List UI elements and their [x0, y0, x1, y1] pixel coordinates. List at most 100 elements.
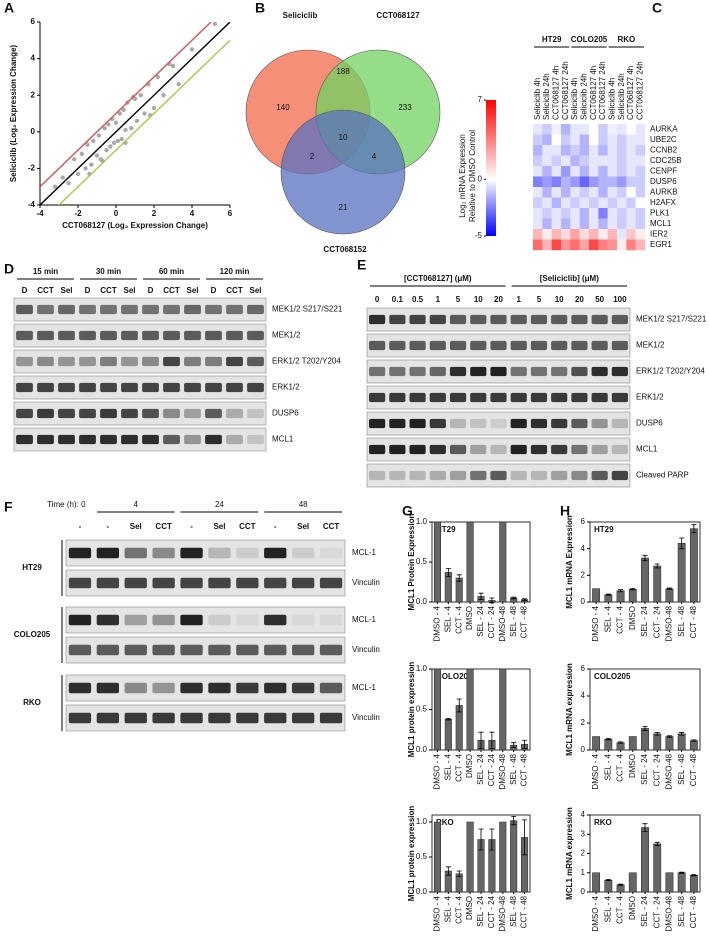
point [121, 107, 126, 113]
panel-label: F [4, 499, 13, 515]
heatmap-cell [617, 134, 627, 146]
heatmap-cell [589, 155, 599, 167]
band [163, 304, 180, 315]
x-tick-label: SEL - 4 [443, 605, 452, 632]
heatmap-cell [542, 145, 552, 156]
bar [444, 718, 452, 751]
x-tick-label: SEL - 24 [476, 895, 485, 926]
y-tick-label: 4 [581, 544, 586, 553]
band [152, 712, 175, 724]
band [611, 340, 628, 351]
column-label: CCT068127 24h [635, 61, 644, 120]
y-tick-label: 4 [581, 810, 586, 819]
band [163, 356, 180, 367]
y-tick-label: 0 [581, 745, 586, 754]
lane-label: 50 [595, 295, 604, 304]
band [37, 408, 54, 419]
error-bar [679, 732, 685, 736]
heatmap-cell [542, 208, 552, 219]
band [247, 408, 264, 419]
heatmap-cell [570, 197, 580, 209]
x-tick-label: CCT - 24 [487, 895, 496, 928]
row-label: AURKA [650, 124, 678, 133]
panel-label: D [4, 261, 14, 277]
error-bar [522, 598, 528, 601]
band [490, 314, 507, 325]
heatmap-cell [598, 155, 608, 167]
point [53, 184, 58, 189]
x-tick-label: DMSO-48 [665, 895, 674, 931]
band [389, 444, 406, 455]
band [510, 392, 527, 403]
heatmap-cell [617, 229, 627, 240]
band [58, 382, 75, 393]
heatmap-cell [542, 187, 552, 198]
heatmap-cell [598, 239, 608, 251]
x-tick-label: DMSO - 4 [433, 605, 442, 641]
heatmap-cell [617, 124, 627, 135]
blot-label: MCL-1 [352, 683, 377, 692]
heatmap-cell [551, 145, 562, 156]
band [490, 418, 507, 429]
heatmap-cell [589, 218, 599, 230]
x-tick-label: DMSO [628, 896, 637, 920]
band [291, 614, 315, 626]
point [111, 140, 117, 145]
band [264, 712, 287, 724]
band [409, 366, 426, 377]
error-bar [630, 588, 636, 591]
error-bar [654, 563, 660, 569]
lane-label: CCT [226, 286, 243, 295]
band [58, 434, 75, 445]
lane-label: 0 [375, 295, 380, 304]
error-bar [456, 870, 462, 877]
x-tick-label: SEL - 48 [677, 605, 686, 636]
heatmap-cell [561, 187, 571, 198]
band [226, 330, 243, 341]
heatmap-cell [579, 134, 590, 146]
x-tick-label: SEL - 48 [677, 753, 686, 784]
band [58, 330, 75, 341]
blot-strip [13, 297, 267, 322]
heatmap-cell [635, 218, 646, 230]
blot-strip [366, 437, 631, 462]
x-tick-label: SEL - 4 [443, 753, 452, 780]
heatmap-cell [589, 229, 599, 240]
blot-label: ERK1/2 T202/Y204 [636, 367, 705, 376]
bar [592, 736, 601, 751]
bar [616, 742, 625, 751]
x-tick-label: DMSO-48 [665, 605, 674, 641]
group-label: 30 min [96, 267, 121, 276]
y-axis-title: MCL1 protein expression [407, 662, 416, 758]
band [16, 304, 33, 315]
band [226, 304, 243, 315]
band [470, 366, 487, 377]
band [236, 644, 259, 656]
band [100, 304, 117, 315]
band [79, 304, 96, 315]
heatmap-cell [533, 208, 543, 219]
band [226, 408, 243, 419]
lane-label: 100 [613, 295, 627, 304]
heatmap-cell [607, 134, 618, 146]
band [264, 577, 287, 589]
error-bar [445, 866, 451, 876]
bar [689, 528, 698, 603]
heatmap-cell [533, 155, 543, 167]
point [123, 127, 128, 133]
lane-label: CCT [239, 522, 256, 531]
band [319, 644, 343, 656]
band [37, 356, 54, 367]
panel-label: E [357, 257, 366, 273]
lane-label: 5 [537, 295, 542, 304]
point [94, 153, 100, 158]
blot-strip [13, 323, 267, 348]
heatmap-cell [579, 145, 590, 156]
band [236, 577, 259, 589]
heatmap-cell [635, 229, 646, 240]
x-tick-label: DMSO [465, 896, 474, 920]
x-tick-label: DMSO [628, 606, 637, 630]
bar [653, 843, 662, 893]
heatmap-cell [626, 187, 636, 198]
band [121, 304, 138, 315]
